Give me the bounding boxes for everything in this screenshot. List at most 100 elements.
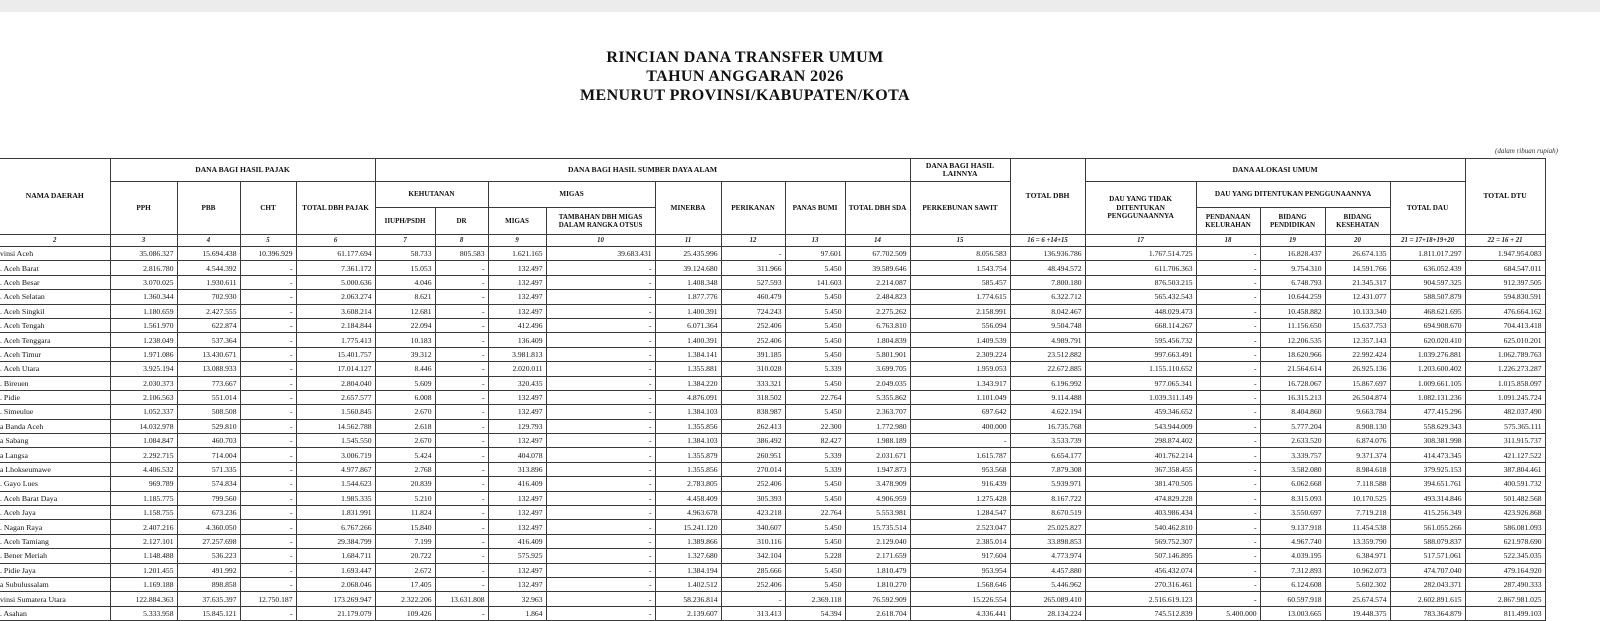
cell-value: 387.804.461 — [1464, 461, 1546, 478]
cell-value: 60.597.918 — [1259, 591, 1326, 607]
cell-value: 2.068.046 — [295, 576, 376, 593]
row-name: a Subulussalam — [0, 576, 111, 593]
cell-value: 474.829.228 — [1084, 490, 1197, 507]
cell-value: 3.339.757 — [1259, 447, 1326, 463]
cell-value: 6.322.712 — [1009, 289, 1086, 305]
cell-value: 386.492 — [720, 433, 786, 449]
cell-value: - — [720, 245, 786, 262]
cell-value: 5.450 — [784, 303, 846, 319]
row-name: . Nagan Raya — [0, 519, 111, 535]
table-row: . Nagan Raya 2.407.216 4.360.050-6.767.266… — [0, 519, 1546, 535]
cell-value: 4.046 — [374, 274, 436, 291]
table-row: . Pidie Jaya 1.201.455 491.992-1.693.447 2.… — [0, 562, 1546, 578]
table-row: . Aceh Barat 2.816.780 4.544.392-7.361.172… — [0, 260, 1546, 276]
table-row: . Aceh Tamiang 2.127.101 27.257.698-29.384… — [0, 533, 1546, 550]
cell-value: 391.185 — [720, 346, 786, 363]
cell-value: 636.052.439 — [1389, 260, 1466, 276]
cell-value: 5.228 — [784, 548, 846, 564]
cell-value: 313.413 — [720, 605, 786, 621]
cell-value: 551.014 — [176, 389, 241, 406]
document-title: RINCIAN DANA TRANSFER UMUM TAHUN ANGGARA… — [0, 48, 1490, 105]
cell-value: 6.384.971 — [1324, 548, 1391, 564]
cell-value: 953.568 — [909, 461, 1011, 478]
cell-value: - — [239, 447, 297, 463]
cell-value: 423.926.868 — [1464, 505, 1546, 521]
cell-value: 6.874.076 — [1324, 433, 1391, 449]
cell-value: 811.499.103 — [1464, 605, 1546, 621]
col-header-minerba: MINERBA — [654, 181, 722, 235]
cell-value: - — [1195, 274, 1261, 291]
cell-value: 2.816.780 — [109, 260, 178, 276]
cell-value: - — [239, 461, 297, 478]
cell-value: - — [1195, 490, 1261, 507]
cell-value: - — [239, 505, 297, 521]
table-row: . Aceh Utara 3.925.194 13.088.933-17.014.1… — [0, 361, 1546, 377]
cell-value: 11.824 — [374, 505, 436, 521]
cell-value: 97.601 — [784, 245, 846, 262]
cell-value: - — [239, 332, 297, 348]
cell-value: 379.925.153 — [1389, 461, 1466, 478]
row-name: a Sabang — [0, 433, 111, 449]
cell-value: 620.020.410 — [1389, 332, 1466, 348]
cell-value: 1.355.881 — [654, 361, 722, 377]
cell-value: 26.504.874 — [1324, 389, 1391, 406]
cell-value: 132.497 — [487, 289, 547, 305]
cell-value: 1.158.755 — [109, 505, 178, 521]
col-header-bidang-pendidikan: BIDANG PENDIDIKAN — [1259, 207, 1326, 235]
cell-value: 2.139.607 — [654, 605, 722, 621]
cell-value: - — [239, 289, 297, 305]
cell-value: - — [239, 274, 297, 291]
cell-value: 5.450 — [784, 332, 846, 348]
cell-value: 12.750.187 — [239, 591, 297, 607]
cell-value: 22.672.885 — [1009, 361, 1086, 377]
cell-value: 132.497 — [487, 260, 547, 276]
cell-value: - — [434, 389, 489, 406]
cell-value: 25.435.996 — [654, 245, 722, 262]
cell-value: - — [1195, 519, 1261, 535]
cell-value: 37.635.397 — [176, 591, 241, 607]
cell-value: - — [434, 418, 489, 435]
cell-value: 3.550.697 — [1259, 505, 1326, 521]
cell-value: 621.978.690 — [1464, 533, 1546, 550]
row-name: . Asahan — [0, 605, 111, 621]
cell-value: 132.497 — [487, 389, 547, 406]
table-row: . Aceh Tengah 1.561.970 622.874-2.184.844 2… — [0, 317, 1546, 334]
col-header-nama-daerah: NAMA DAERAH — [0, 158, 111, 235]
cell-value: 1.238.049 — [109, 332, 178, 348]
col-index: 12 — [720, 234, 786, 247]
cell-value: 381.470.505 — [1084, 476, 1197, 492]
cell-value: 2.484.823 — [844, 289, 911, 305]
cell-value: - — [239, 490, 297, 507]
cell-value: 10.183 — [374, 332, 436, 348]
cell-value: 1.155.110.652 — [1084, 361, 1197, 377]
cell-value: 298.874.402 — [1084, 433, 1197, 449]
group-header-dau-ditentukan: DAU YANG DITENTUKAN PENGGUNAANNYA — [1195, 181, 1391, 208]
cell-value: 2.127.101 — [109, 533, 178, 550]
cell-value: 5.602.302 — [1324, 576, 1391, 593]
cell-value: - — [239, 361, 297, 377]
cell-value: 9.114.488 — [1009, 389, 1086, 406]
cell-value: - — [239, 433, 297, 449]
cell-value: 1.384.220 — [654, 375, 722, 391]
cell-value: 403.986.434 — [1084, 505, 1197, 521]
cell-value: 8.670.519 — [1009, 505, 1086, 521]
cell-value: 1.360.344 — [109, 289, 178, 305]
cell-value: 477.415.296 — [1389, 404, 1466, 420]
cell-value: 12.431.077 — [1324, 289, 1391, 305]
cell-value: 1.400.391 — [654, 303, 722, 319]
table-row: . Simeulue 1.052.337 508.508-1.560.845 2.67… — [0, 404, 1546, 420]
cell-value: - — [545, 461, 656, 478]
cell-value: 6.763.810 — [844, 317, 911, 334]
cell-value: 305.393 — [720, 490, 786, 507]
cell-value: 17.014.127 — [295, 361, 376, 377]
cell-value: 565.432.543 — [1084, 289, 1197, 305]
cell-value: 1.864 — [487, 605, 547, 621]
cell-value: - — [1195, 433, 1261, 449]
cell-value: 2.214.087 — [844, 274, 911, 291]
cell-value: 2.768 — [374, 461, 436, 478]
cell-value: - — [1195, 533, 1261, 550]
cell-value: 556.094 — [909, 317, 1011, 334]
cell-value: 5.609 — [374, 375, 436, 391]
cell-value: - — [1195, 375, 1261, 391]
cell-value: 11.454.538 — [1324, 519, 1391, 535]
